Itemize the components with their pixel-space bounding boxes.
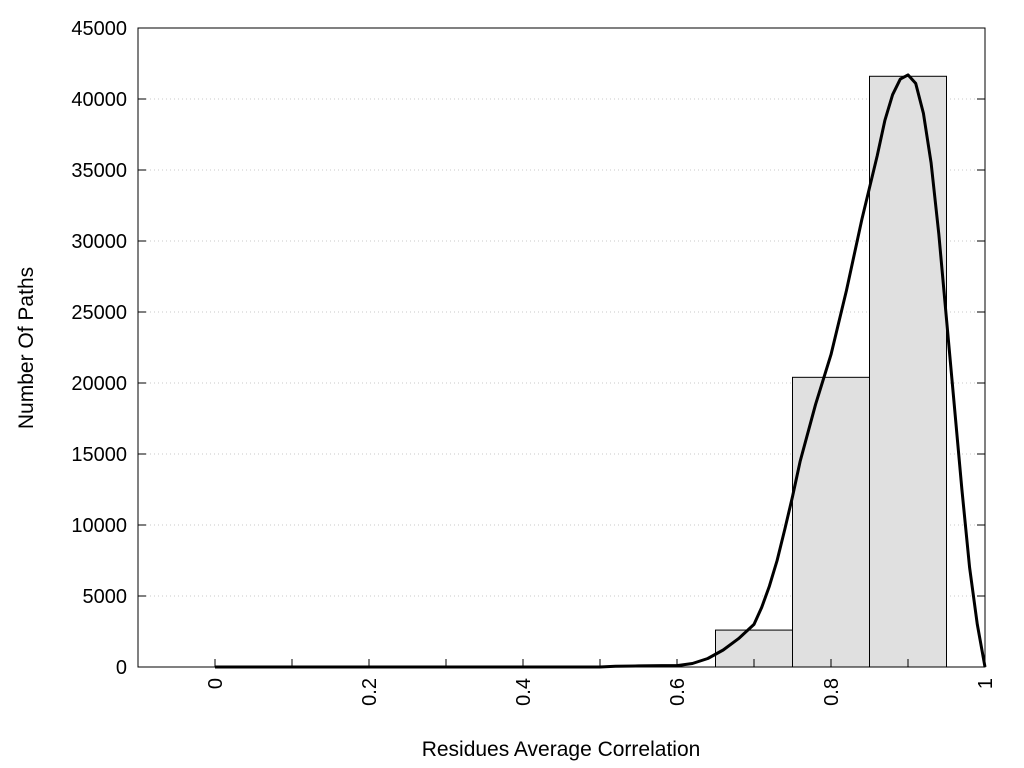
histogram-bar <box>869 75 947 668</box>
y-tick-label: 35000 <box>71 160 127 182</box>
histogram-bars <box>715 75 947 668</box>
y-tick-label: 30000 <box>71 231 127 253</box>
y-tick-label: 15000 <box>71 444 127 466</box>
x-tick-label: 1 <box>975 678 997 689</box>
x-axis-title: Residues Average Correlation <box>422 738 701 761</box>
y-tick-label: 10000 <box>71 515 127 537</box>
histogram-bar <box>792 376 870 668</box>
x-tick-label: 0.4 <box>513 678 535 706</box>
fit-curve-layer <box>215 73 987 669</box>
x-tick-label: 0 <box>205 678 227 689</box>
fit-curve <box>215 73 987 669</box>
y-tick-label: 20000 <box>71 373 127 395</box>
y-axis-title: Number Of Paths <box>15 267 38 429</box>
y-tick-label: 0 <box>116 657 127 679</box>
x-tick-label: 0.2 <box>359 678 381 706</box>
y-tick-label: 45000 <box>71 18 127 40</box>
y-tick-label: 40000 <box>71 89 127 111</box>
x-tick-label: 0.8 <box>821 678 843 706</box>
tick-labels: 0 5000 10000 15000 20000 25000 30000 35000 40000… <box>71 18 997 706</box>
y-tick-label: 5000 <box>83 586 128 608</box>
x-tick-label: 0.6 <box>667 678 689 706</box>
y-tick-label: 25000 <box>71 302 127 324</box>
